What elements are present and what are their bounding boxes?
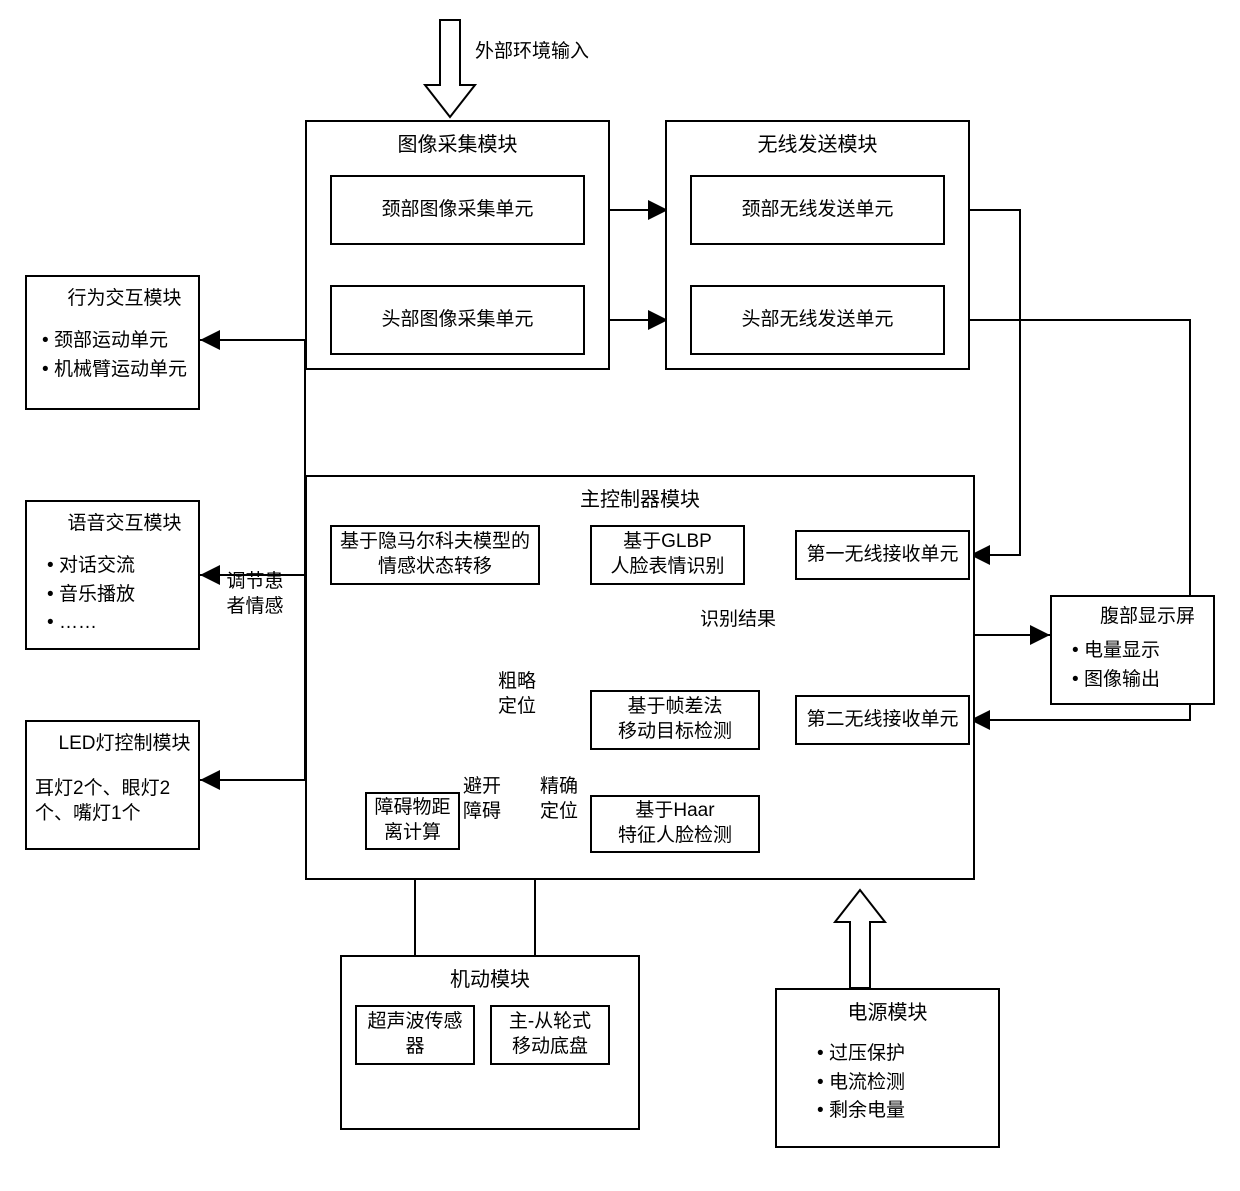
abdomen-title: 腹部显示屏 — [1067, 605, 1228, 630]
rough-label: 粗略 定位 — [498, 670, 536, 719]
led-text: 耳灯2个、眼灯2个、嘴灯1个 — [35, 777, 195, 826]
avoid-label: 避开 障碍 — [463, 775, 501, 824]
behavior-module: 行为交互模块 颈部运动单元 机械臂运动单元 — [25, 275, 200, 410]
behavior-items: 颈部运动单元 机械臂运动单元 — [42, 327, 187, 384]
behavior-title: 行为交互模块 — [39, 287, 210, 312]
neck-wireless-unit: 颈部无线发送单元 — [690, 175, 945, 245]
voice-items: 对话交流 音乐播放 …… — [47, 552, 135, 638]
abdomen-display: 腹部显示屏 电量显示 图像输出 — [1050, 595, 1215, 705]
power-arrow — [835, 890, 885, 988]
voice-module: 语音交互模块 对话交流 音乐播放 …… — [25, 500, 200, 650]
voice-title: 语音交互模块 — [39, 512, 210, 537]
hmm-box: 基于隐马尔科夫模型的情感状态转移 — [330, 525, 540, 585]
obstacle-box: 障碍物距离计算 — [365, 792, 460, 850]
led-title: LED灯控制模块 — [39, 732, 210, 757]
power-module: 电源模块 过压保护 电流检测 剩余电量 — [775, 988, 1000, 1148]
mobile-title: 机动模块 — [342, 957, 638, 998]
chassis-box: 主-从轮式 移动底盘 — [490, 1005, 610, 1065]
image-module-title: 图像采集模块 — [307, 122, 608, 163]
glbp-box: 基于GLBP 人脸表情识别 — [590, 525, 745, 585]
adjust-label: 调节患 者情感 — [220, 570, 290, 619]
ultrasonic-box: 超声波传感器 — [355, 1005, 475, 1065]
head-image-unit: 头部图像采集单元 — [330, 285, 585, 355]
external-input-label: 外部环境输入 — [475, 40, 589, 65]
external-input-arrow — [425, 20, 475, 117]
precise-label: 精确 定位 — [540, 775, 578, 824]
main-controller-title: 主控制器模块 — [307, 477, 973, 518]
frame-diff-box: 基于帧差法 移动目标检测 — [590, 690, 760, 750]
result-label: 识别结果 — [700, 608, 776, 633]
wireless-module-title: 无线发送模块 — [667, 122, 968, 163]
power-title: 电源模块 — [777, 990, 998, 1031]
power-items: 过压保护 电流检测 剩余电量 — [817, 1040, 905, 1126]
rx1-box: 第一无线接收单元 — [795, 530, 970, 580]
haar-box: 基于Haar 特征人脸检测 — [590, 795, 760, 853]
head-wireless-unit: 头部无线发送单元 — [690, 285, 945, 355]
rx2-box: 第二无线接收单元 — [795, 695, 970, 745]
neck-image-unit: 颈部图像采集单元 — [330, 175, 585, 245]
abdomen-items: 电量显示 图像输出 — [1072, 637, 1160, 694]
led-module: LED灯控制模块 耳灯2个、眼灯2个、嘴灯1个 — [25, 720, 200, 850]
